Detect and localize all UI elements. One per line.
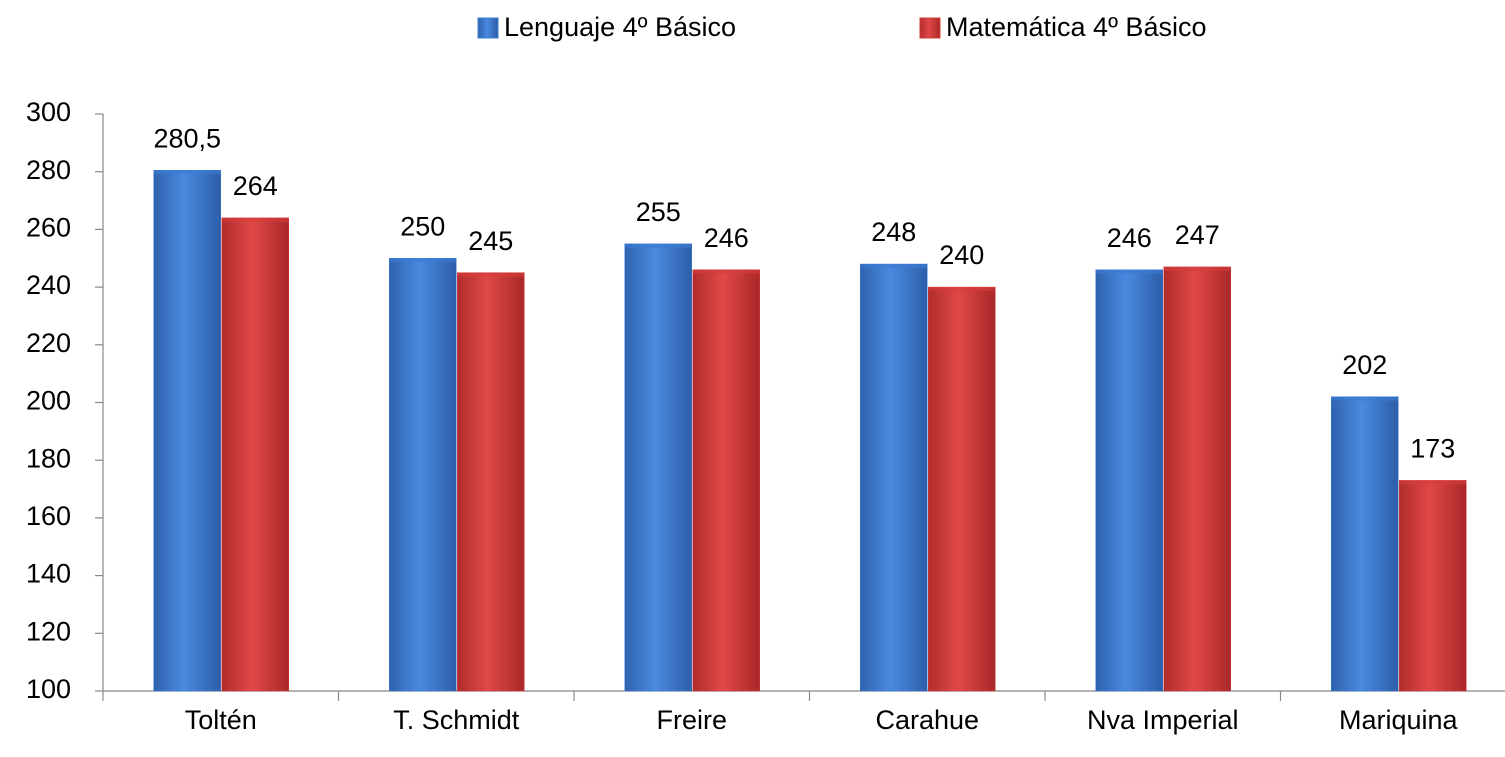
y-tick-label: 160 bbox=[26, 501, 71, 531]
y-tick-label: 240 bbox=[26, 270, 71, 300]
bar-top bbox=[624, 243, 692, 248]
value-label: 245 bbox=[468, 226, 513, 256]
bar bbox=[1331, 396, 1399, 692]
value-label: 248 bbox=[871, 217, 916, 247]
value-label: 264 bbox=[233, 171, 278, 201]
y-tick-label: 140 bbox=[26, 559, 71, 589]
legend-swatch bbox=[477, 17, 499, 39]
bar-top bbox=[221, 217, 289, 222]
bar-top bbox=[457, 272, 525, 277]
value-label: 280,5 bbox=[153, 123, 221, 153]
value-label: 246 bbox=[704, 223, 749, 253]
bar-top bbox=[153, 170, 221, 175]
value-label: 250 bbox=[400, 211, 445, 241]
bar bbox=[928, 286, 996, 692]
bar-top bbox=[928, 287, 996, 292]
y-tick-label: 280 bbox=[26, 155, 71, 185]
x-tick-label: Nva Imperial bbox=[1087, 705, 1239, 735]
bar bbox=[860, 263, 928, 692]
y-tick-label: 300 bbox=[26, 97, 71, 127]
value-label: 247 bbox=[1175, 220, 1220, 250]
x-tick-label: Toltén bbox=[185, 705, 257, 735]
y-tick-label: 180 bbox=[26, 443, 71, 473]
y-tick-label: 260 bbox=[26, 213, 71, 243]
x-tick-label: Freire bbox=[656, 705, 727, 735]
bar-top bbox=[1095, 269, 1163, 274]
x-tick-label: Carahue bbox=[875, 705, 979, 735]
bar-top bbox=[1163, 266, 1231, 271]
bar bbox=[389, 258, 457, 692]
bar-top bbox=[860, 264, 928, 269]
bar bbox=[1399, 480, 1467, 692]
value-label: 240 bbox=[939, 240, 984, 270]
value-label: 173 bbox=[1410, 434, 1455, 464]
legend-label: Matemática 4º Básico bbox=[946, 12, 1206, 42]
y-tick-label: 100 bbox=[26, 674, 71, 704]
bar-top bbox=[1331, 396, 1399, 401]
value-label: 202 bbox=[1342, 350, 1387, 380]
legend-label: Lenguaje 4º Básico bbox=[504, 12, 736, 42]
legend-swatch bbox=[919, 17, 941, 39]
bar bbox=[457, 272, 525, 692]
y-tick-label: 220 bbox=[26, 328, 71, 358]
y-tick-label: 120 bbox=[26, 616, 71, 646]
value-label: 246 bbox=[1107, 223, 1152, 253]
bar bbox=[692, 269, 760, 692]
x-tick-label: T. Schmidt bbox=[393, 705, 520, 735]
bar bbox=[221, 217, 289, 692]
bar bbox=[624, 243, 692, 692]
bar bbox=[1095, 269, 1163, 692]
bar bbox=[153, 170, 221, 692]
bar-top bbox=[1399, 480, 1467, 485]
x-tick-label: Mariquina bbox=[1339, 705, 1459, 735]
bar-top bbox=[389, 258, 457, 263]
value-label: 255 bbox=[636, 197, 681, 227]
y-tick-label: 200 bbox=[26, 386, 71, 416]
bar bbox=[1163, 266, 1231, 692]
bar-top bbox=[692, 269, 760, 274]
